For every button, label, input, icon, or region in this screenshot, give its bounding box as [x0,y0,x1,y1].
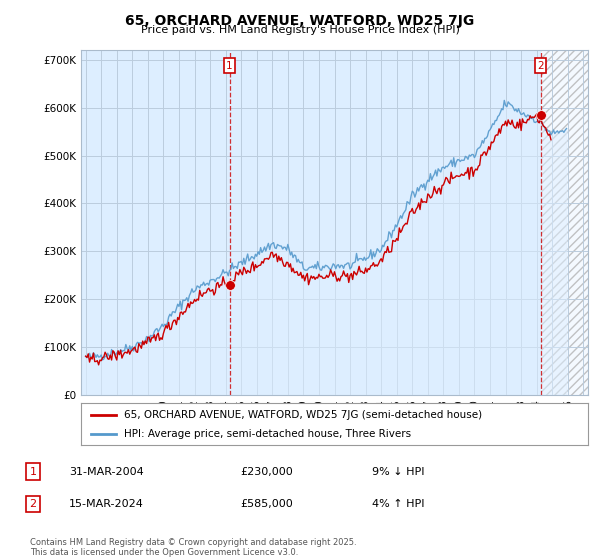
Text: 4% ↑ HPI: 4% ↑ HPI [372,499,425,509]
Text: 65, ORCHARD AVENUE, WATFORD, WD25 7JG: 65, ORCHARD AVENUE, WATFORD, WD25 7JG [125,14,475,28]
Text: 65, ORCHARD AVENUE, WATFORD, WD25 7JG (semi-detached house): 65, ORCHARD AVENUE, WATFORD, WD25 7JG (s… [124,409,482,419]
Text: 31-MAR-2004: 31-MAR-2004 [69,466,144,477]
Text: £230,000: £230,000 [240,466,293,477]
Text: 2: 2 [29,499,37,509]
Text: 2: 2 [537,60,544,71]
Text: 1: 1 [29,466,37,477]
Text: 15-MAR-2024: 15-MAR-2024 [69,499,144,509]
Text: Price paid vs. HM Land Registry's House Price Index (HPI): Price paid vs. HM Land Registry's House … [140,25,460,35]
Text: 1: 1 [226,60,233,71]
Text: HPI: Average price, semi-detached house, Three Rivers: HPI: Average price, semi-detached house,… [124,429,411,439]
Text: Contains HM Land Registry data © Crown copyright and database right 2025.
This d: Contains HM Land Registry data © Crown c… [30,538,356,557]
Text: 9% ↓ HPI: 9% ↓ HPI [372,466,425,477]
Text: £585,000: £585,000 [240,499,293,509]
